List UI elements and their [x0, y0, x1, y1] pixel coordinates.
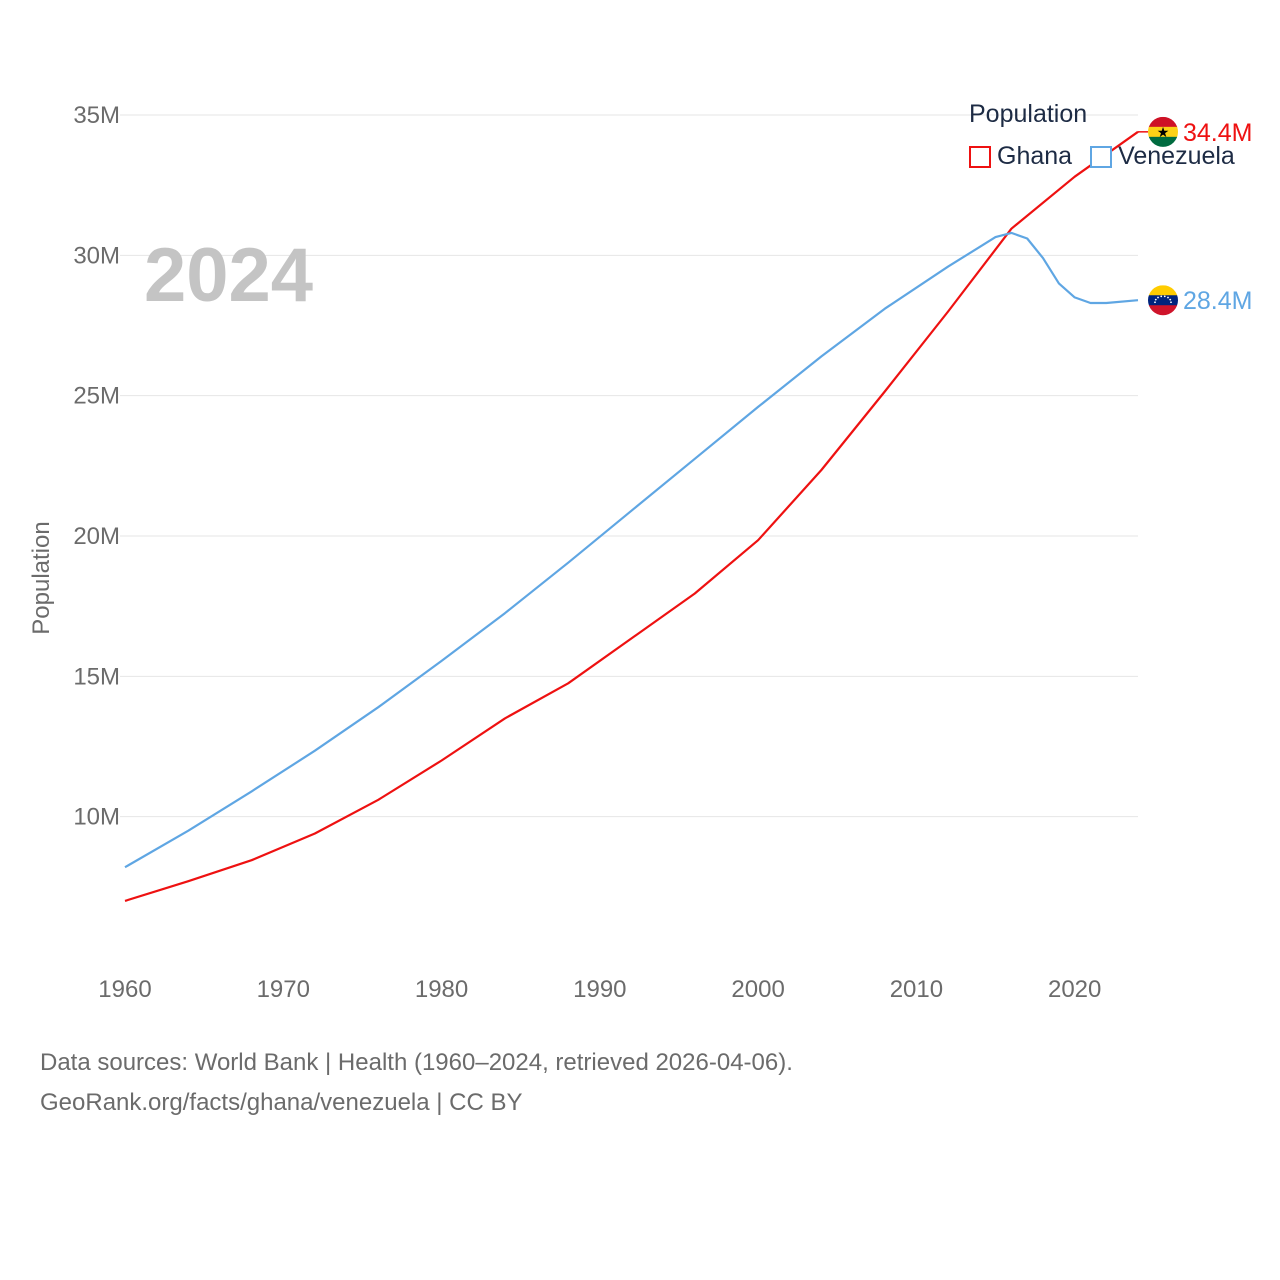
- year-label: 2024: [144, 233, 314, 318]
- series-line-ghana: [124, 130, 1139, 902]
- venezuela-flag-star: [1157, 296, 1159, 299]
- venezuela-flag-star: [1167, 296, 1169, 299]
- source-line-2[interactable]: GeoRank.org/facts/ghana/venezuela | CC B…: [40, 1089, 523, 1116]
- legend-item-ghana[interactable]: Ghana: [969, 142, 1072, 171]
- venezuela-flag-star: [1170, 301, 1172, 304]
- venezuela-flag-star: [1160, 295, 1163, 298]
- source-note: Data sources: World Bank | Health (1960–…: [40, 1043, 793, 1123]
- ghana-flag-stripe: [1148, 136, 1178, 147]
- end-value-label-venezuela: 28.4M: [1183, 287, 1252, 315]
- ghana-flag-stripe: [1148, 126, 1178, 138]
- venezuela-flag-star: [1154, 298, 1157, 301]
- legend: Ghana Venezuela: [969, 142, 1253, 171]
- y-tick-label: 35M: [73, 102, 120, 129]
- x-tick-label: 2010: [890, 976, 943, 1003]
- venezuela-flag-star: [1169, 298, 1172, 301]
- ghana-flag-stripe: [1148, 116, 1178, 128]
- end-value-label-ghana: 34.4M: [1183, 119, 1252, 147]
- venezuela-flag-stripe: [1148, 285, 1178, 296]
- ghana-flag-icon: ★: [1148, 116, 1178, 147]
- legend-swatch-venezuela: [1090, 145, 1113, 168]
- x-tick-label: 1980: [415, 976, 468, 1003]
- ghana-flag-star: ★: [1157, 124, 1170, 140]
- x-tick-label: 1990: [573, 976, 626, 1003]
- legend-label-ghana: Ghana: [997, 142, 1073, 170]
- source-line-1: Data sources: World Bank | Health (1960–…: [40, 1049, 793, 1076]
- venezuela-flag-stripe: [1148, 295, 1178, 306]
- series-line-venezuela: [124, 231, 1139, 869]
- y-axis-title: Population: [28, 521, 55, 635]
- y-tick-label: 10M: [73, 804, 120, 831]
- y-tick-label: 20M: [73, 523, 120, 550]
- venezuela-flag-star: [1163, 295, 1166, 298]
- x-tick-label: 2000: [731, 976, 784, 1003]
- y-tick-label: 25M: [73, 383, 120, 410]
- x-tick-label: 2020: [1048, 976, 1101, 1003]
- legend-label-venezuela: Venezuela: [1118, 142, 1235, 170]
- x-tick-label: 1970: [257, 976, 310, 1003]
- x-tick-label: 1960: [98, 976, 151, 1003]
- legend-swatch-ghana: [969, 145, 991, 168]
- legend-title: Population: [969, 100, 1088, 128]
- y-tick-label: 30M: [73, 242, 120, 269]
- venezuela-flag-stripe: [1148, 305, 1178, 316]
- venezuela-flag-star: [1154, 301, 1156, 304]
- y-tick-label: 15M: [73, 663, 120, 690]
- venezuela-flag-icon: [1148, 285, 1178, 316]
- legend-item-venezuela[interactable]: Venezuela: [1090, 142, 1235, 171]
